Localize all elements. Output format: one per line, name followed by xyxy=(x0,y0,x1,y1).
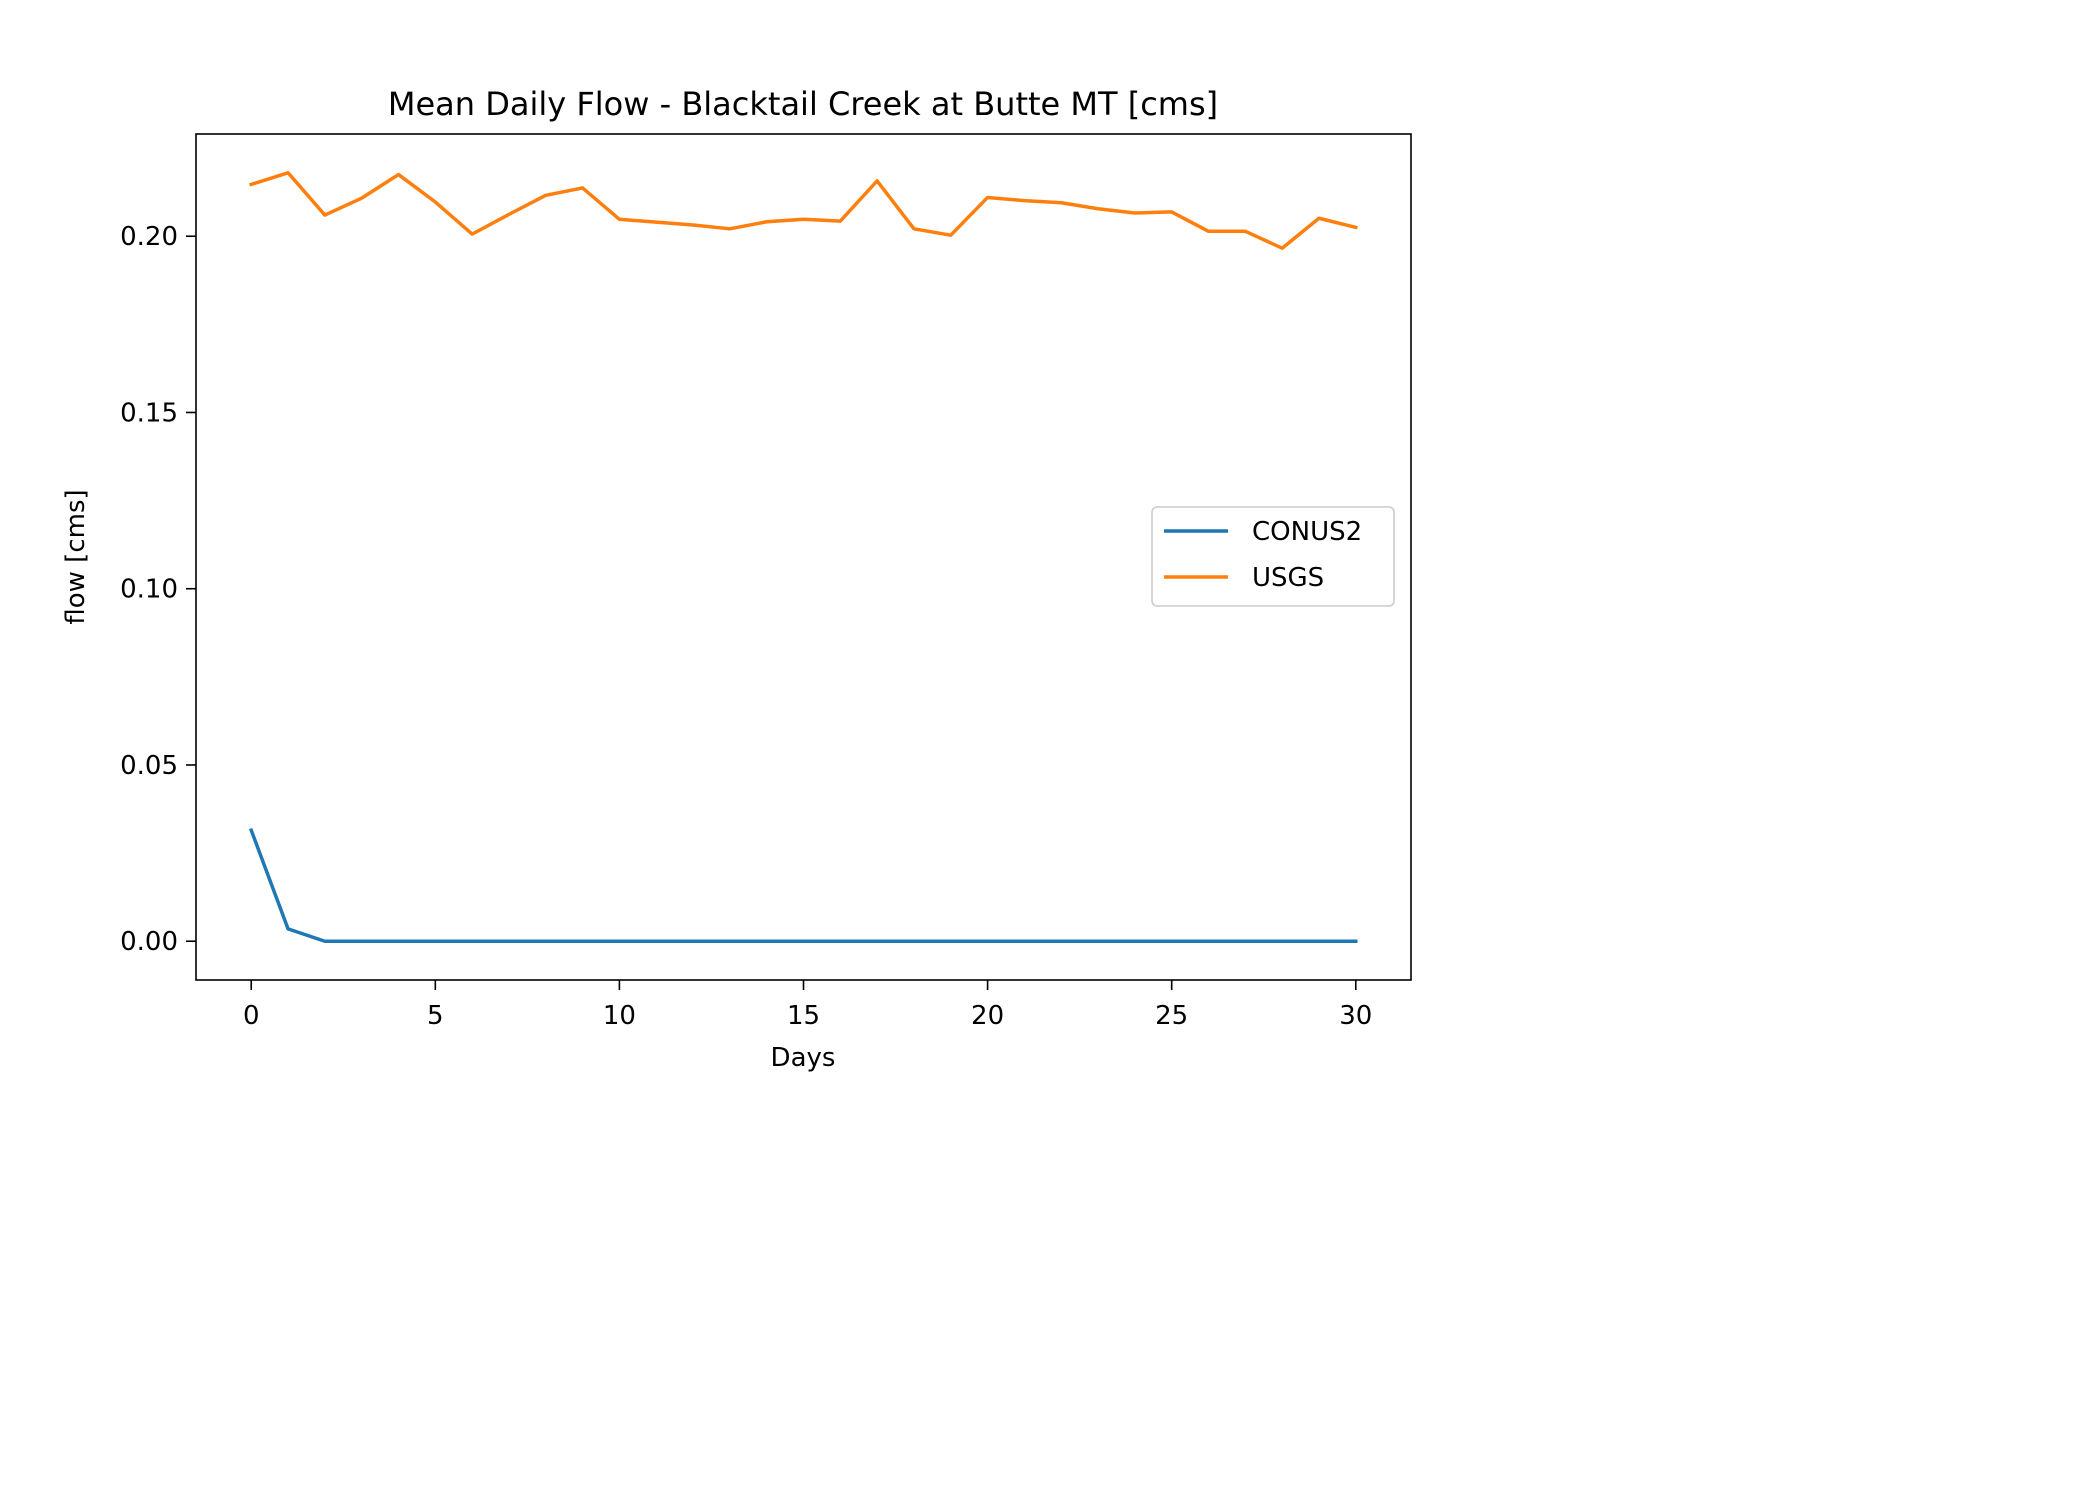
series-line-usgs xyxy=(249,171,1358,250)
legend-label-conus2: CONUS2 xyxy=(1252,517,1362,547)
x-axis: 0 5 10 15 20 25 30 xyxy=(243,980,1372,1031)
y-tick-label: 0.20 xyxy=(120,222,178,252)
x-axis-label: Days xyxy=(771,1043,836,1073)
x-tick-label: 30 xyxy=(1339,1001,1372,1031)
y-tick-label: 0.05 xyxy=(120,751,178,781)
x-tick-label: 0 xyxy=(243,1001,260,1031)
chart: Mean Daily Flow - Blacktail Creek at But… xyxy=(61,85,1412,1073)
y-axis: 0.00 0.05 0.10 0.15 0.20 xyxy=(120,222,196,957)
x-tick-label: 5 xyxy=(427,1001,444,1031)
x-tick-label: 10 xyxy=(603,1001,636,1031)
x-tick-label: 20 xyxy=(971,1001,1004,1031)
series-layer xyxy=(248,171,1358,943)
y-tick-label: 0.00 xyxy=(120,927,178,957)
chart-title: Mean Daily Flow - Blacktail Creek at But… xyxy=(388,85,1218,123)
y-tick-label: 0.15 xyxy=(120,398,178,428)
y-axis-label: flow [cms] xyxy=(61,489,91,624)
legend-label-usgs: USGS xyxy=(1252,563,1324,593)
series-line-conus2 xyxy=(248,827,1358,943)
x-tick-label: 15 xyxy=(787,1001,820,1031)
y-tick-label: 0.10 xyxy=(120,575,178,605)
x-tick-label: 25 xyxy=(1155,1001,1188,1031)
legend: CONUS2 USGS xyxy=(1151,506,1395,607)
